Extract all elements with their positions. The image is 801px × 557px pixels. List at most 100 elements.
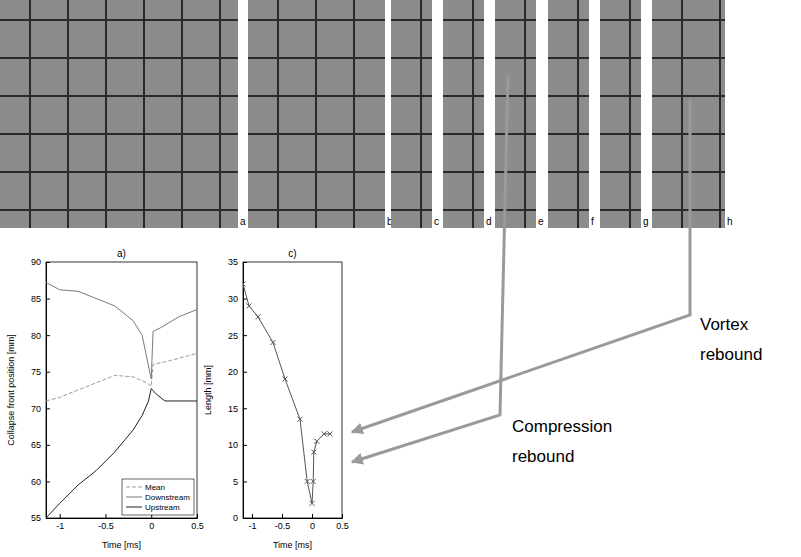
tick-mark <box>46 262 50 263</box>
tick: 20 <box>228 367 247 377</box>
y-axis: 05101520253035 <box>228 257 247 523</box>
tick-label: 30 <box>228 294 238 304</box>
photo-grid <box>277 0 279 228</box>
panel-label: h <box>727 216 733 227</box>
photo-grid <box>181 0 183 228</box>
series-line <box>243 284 330 503</box>
plot-area <box>243 281 333 505</box>
x-axis-title: Time [ms] <box>273 540 312 550</box>
photo <box>495 0 536 228</box>
tick: 15 <box>228 404 247 414</box>
tick-mark <box>197 514 198 518</box>
tick-mark <box>243 445 247 446</box>
photo-grid <box>443 19 484 21</box>
tick-mark <box>282 514 283 518</box>
tick-label: 0 <box>233 513 238 523</box>
tick-mark <box>46 299 50 300</box>
plot-frame <box>46 262 197 518</box>
tick-label: 90 <box>31 257 41 267</box>
photo-grid <box>248 95 385 97</box>
photo-grid <box>353 0 355 228</box>
photo-grid <box>495 133 536 135</box>
tick-label: 0 <box>310 521 315 531</box>
tick-label: 75 <box>31 367 41 377</box>
marker <box>311 479 316 484</box>
photo-grid <box>524 0 526 228</box>
marker <box>283 377 288 382</box>
photo <box>248 0 385 228</box>
photo <box>443 0 484 228</box>
tick-label: 25 <box>228 331 238 341</box>
figure: abcdefgh-1-0.500.55560657075808590a)Time… <box>0 0 801 557</box>
tick-label: 0.5 <box>336 521 349 531</box>
x-axis: -1-0.500.5 <box>47 514 204 531</box>
photo-grid <box>443 209 484 211</box>
photo-grid <box>391 209 432 211</box>
photo-panel: h <box>652 0 733 228</box>
tick-mark <box>46 481 50 482</box>
tick-mark <box>243 372 247 373</box>
photo-grid <box>548 19 589 21</box>
tick-label: 0 <box>149 521 154 531</box>
photo-grid <box>548 171 589 173</box>
tick: 25 <box>228 331 247 341</box>
tick-mark <box>252 514 253 518</box>
tick-label: 20 <box>228 367 238 377</box>
tick-mark <box>243 335 247 336</box>
legend-swatch <box>126 487 142 488</box>
photo-grid <box>143 0 145 228</box>
photo-grid <box>67 0 69 228</box>
tick-mark <box>243 481 247 482</box>
tick-label: 85 <box>31 294 41 304</box>
photo-grid <box>0 209 238 211</box>
tick: -1 <box>248 514 256 531</box>
photo-grid <box>443 57 484 59</box>
photo-panel: c <box>391 0 439 228</box>
photo-grid <box>105 0 107 228</box>
photo-grid <box>548 57 589 59</box>
tick-label: 80 <box>31 331 41 341</box>
marker <box>256 314 261 319</box>
panel-label: d <box>486 216 492 227</box>
tick-mark <box>46 445 50 446</box>
panel-label: f <box>591 216 594 227</box>
photo-grid <box>391 19 432 21</box>
tick-mark <box>46 335 50 336</box>
tick-mark <box>105 514 106 518</box>
photo <box>600 0 641 228</box>
x-axis-title: Time [ms] <box>102 540 141 550</box>
marker <box>310 501 315 506</box>
chart-title: c) <box>288 248 296 259</box>
annotation: Vortexrebound <box>700 315 762 364</box>
y-axis: 5560657075808590 <box>31 257 50 523</box>
legend-label: Upstream <box>145 503 180 512</box>
photo-grid <box>600 95 641 97</box>
photo-grid <box>495 171 536 173</box>
panel-label: a <box>240 216 246 227</box>
photo-grid <box>315 0 317 228</box>
tick-mark <box>312 514 313 518</box>
panel-label: g <box>643 216 649 227</box>
series-line <box>46 282 197 379</box>
photo-grid <box>248 171 385 173</box>
tick: 5 <box>233 477 247 487</box>
tick-mark <box>46 408 50 409</box>
tick: 70 <box>31 404 50 414</box>
tick: 10 <box>228 440 247 450</box>
tick: 0 <box>310 514 315 531</box>
tick-label: 0.5 <box>191 521 204 531</box>
tick-mark <box>243 299 247 300</box>
tick-mark <box>46 372 50 373</box>
photo-panel: d <box>443 0 492 228</box>
photo-panels: ab c de f g h <box>0 0 733 228</box>
tick: 90 <box>31 257 50 267</box>
tick: -1 <box>56 514 64 531</box>
tick-mark <box>243 262 247 263</box>
photo <box>548 0 589 228</box>
photo-grid <box>0 19 238 21</box>
panel-label: c <box>434 216 439 227</box>
photo-panel: e <box>495 0 544 228</box>
photo-grid <box>600 19 641 21</box>
photo-grid <box>719 0 721 228</box>
photo-panel: b <box>248 0 393 228</box>
